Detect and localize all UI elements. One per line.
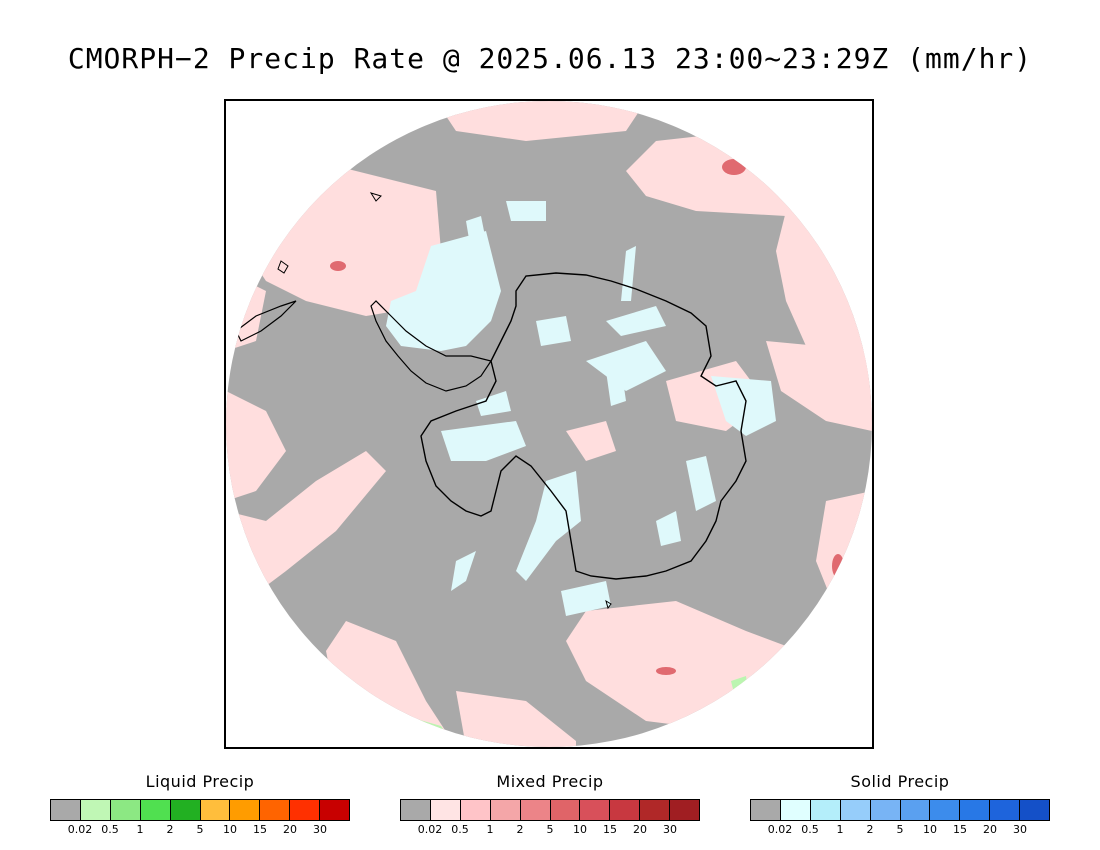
tick-label: 0.5 — [451, 823, 469, 836]
color-swatch — [900, 800, 931, 820]
legend-liquid: Liquid Precip 0.02 0.5 1 2 5 10 15 20 30 — [50, 772, 350, 837]
color-swatch — [990, 800, 1021, 820]
tick-label: 20 — [283, 823, 297, 836]
tick-label: 5 — [896, 823, 904, 836]
color-swatch — [580, 800, 611, 820]
tick-labels: 0.02 0.5 1 2 5 10 15 20 30 — [50, 823, 350, 837]
color-swatch — [430, 800, 461, 820]
tick-labels: 0.02 0.5 1 2 5 10 15 20 30 — [400, 823, 700, 837]
color-swatch — [550, 800, 581, 820]
tick-label: 15 — [953, 823, 967, 836]
color-swatch — [460, 800, 491, 820]
color-bar — [750, 799, 1050, 821]
antarctic-peninsula — [370, 300, 492, 392]
tick-label: 0.02 — [67, 823, 93, 836]
color-swatch — [780, 800, 811, 820]
tick-label: 10 — [223, 823, 237, 836]
south-america-tip — [235, 300, 297, 342]
map-frame — [224, 99, 874, 749]
legend-title: Mixed Precip — [496, 772, 604, 791]
legend-solid: Solid Precip 0.02 0.5 1 2 5 10 15 20 30 — [750, 772, 1050, 837]
tick-labels: 0.02 0.5 1 2 5 10 15 20 30 — [750, 823, 1050, 837]
color-swatch — [640, 800, 671, 820]
polar-map — [226, 101, 872, 747]
tick-label: 0.02 — [767, 823, 793, 836]
antarctica-coastline — [420, 272, 747, 580]
color-bar — [400, 799, 700, 821]
tick-label: 30 — [1013, 823, 1027, 836]
tick-label: 20 — [983, 823, 997, 836]
tick-label: 1 — [486, 823, 494, 836]
color-swatch — [80, 800, 111, 820]
tick-label: 0.5 — [801, 823, 819, 836]
color-swatch — [290, 800, 321, 820]
tick-label: 10 — [573, 823, 587, 836]
tick-label: 10 — [923, 823, 937, 836]
color-swatch — [260, 800, 291, 820]
tick-label: 5 — [546, 823, 554, 836]
color-swatch — [810, 800, 841, 820]
color-swatch — [140, 800, 171, 820]
color-swatch — [170, 800, 201, 820]
solid-precip-areas — [386, 201, 776, 616]
color-swatch — [1020, 800, 1050, 820]
color-swatch — [51, 800, 81, 820]
color-swatch — [401, 800, 431, 820]
tick-label: 15 — [603, 823, 617, 836]
color-swatch — [840, 800, 871, 820]
tick-label: 5 — [196, 823, 204, 836]
color-swatch — [320, 800, 350, 820]
color-swatch — [960, 800, 991, 820]
color-swatch — [200, 800, 231, 820]
tick-label: 15 — [253, 823, 267, 836]
color-swatch — [490, 800, 521, 820]
color-swatch — [870, 800, 901, 820]
legend-title: Solid Precip — [850, 772, 950, 791]
color-swatch — [670, 800, 700, 820]
tick-label: 30 — [313, 823, 327, 836]
color-swatch — [751, 800, 781, 820]
color-swatch — [610, 800, 641, 820]
tick-label: 0.02 — [417, 823, 443, 836]
color-swatch — [110, 800, 141, 820]
color-bar — [50, 799, 350, 821]
tick-label: 2 — [516, 823, 524, 836]
legend-mixed: Mixed Precip 0.02 0.5 1 2 5 10 15 20 30 — [400, 772, 700, 837]
color-swatch — [930, 800, 961, 820]
tick-label: 20 — [633, 823, 647, 836]
color-swatch — [230, 800, 261, 820]
page-title: CMORPH−2 Precip Rate @ 2025.06.13 23:00~… — [67, 42, 1033, 75]
tick-label: 30 — [663, 823, 677, 836]
tick-label: 1 — [836, 823, 844, 836]
tick-label: 1 — [136, 823, 144, 836]
tick-label: 2 — [166, 823, 174, 836]
color-swatch — [520, 800, 551, 820]
tick-label: 2 — [866, 823, 874, 836]
legend-title: Liquid Precip — [145, 772, 255, 791]
tick-label: 0.5 — [101, 823, 119, 836]
